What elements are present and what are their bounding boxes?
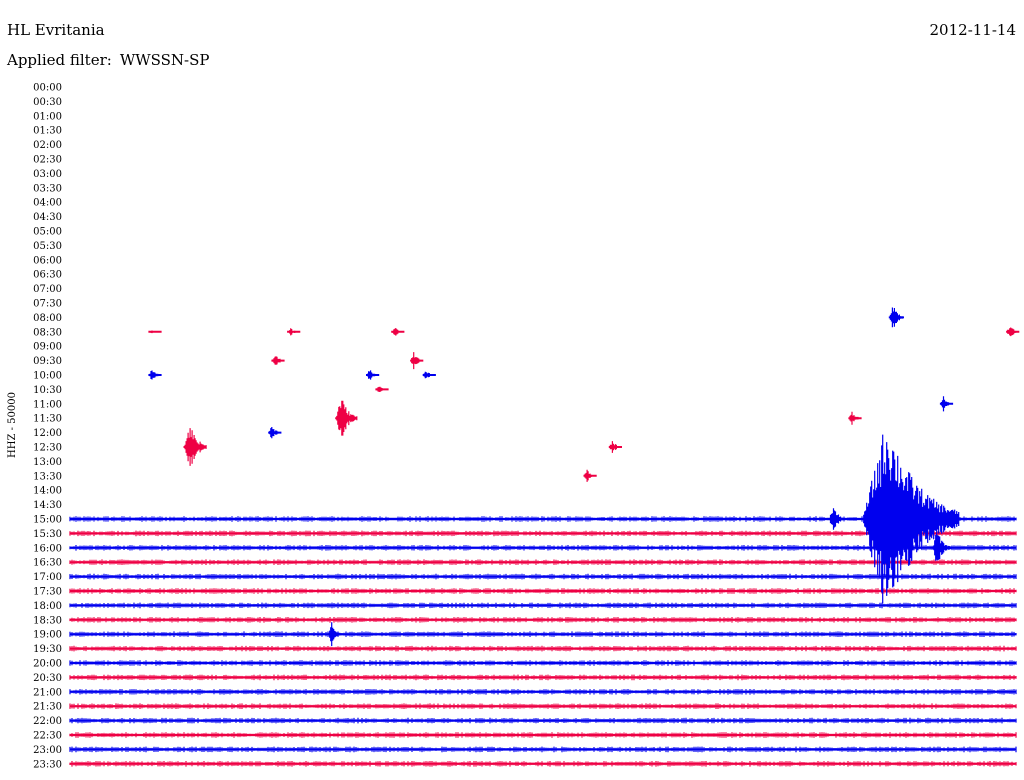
seismic-event	[1006, 327, 1020, 337]
time-tick-label: 10:30	[33, 385, 62, 396]
time-tick-label: 20:00	[33, 659, 62, 670]
time-tick-label: 20:30	[33, 673, 62, 684]
time-tick-label: 13:30	[33, 471, 62, 482]
event-marks	[148, 307, 1020, 647]
seismic-event	[183, 428, 207, 466]
time-tick-label: 14:00	[33, 486, 62, 497]
station-name: HL Evritania	[7, 21, 105, 39]
seismic-event	[271, 356, 285, 365]
time-tick-label: 18:30	[33, 615, 62, 626]
time-tick-label: 17:00	[33, 572, 62, 583]
time-tick-label: 02:30	[33, 155, 62, 166]
time-tick-label: 16:00	[33, 543, 62, 554]
time-tick-label: 22:00	[33, 716, 62, 727]
seismic-event	[862, 434, 960, 604]
filter-line: Applied filter: WWSSN-SP	[7, 50, 210, 70]
time-tick-label: 02:00	[33, 140, 62, 151]
time-tick-label: 09:30	[33, 356, 62, 367]
time-tick-label: 04:30	[33, 212, 62, 223]
time-tick-label: 19:00	[33, 630, 62, 641]
time-tick-label: 12:30	[33, 443, 62, 454]
seismic-event	[287, 328, 301, 336]
time-tick-label: 17:30	[33, 587, 62, 598]
seismic-event	[148, 370, 162, 380]
time-tick-label: 07:00	[33, 284, 62, 295]
time-tick-label: 15:30	[33, 529, 62, 540]
seismic-event	[335, 400, 358, 436]
seismic-event	[939, 396, 954, 412]
time-tick-label: 12:00	[33, 428, 62, 439]
time-tick-label: 05:00	[33, 227, 62, 238]
filter-label: Applied filter:	[7, 51, 112, 69]
date-label: 2012-11-14	[929, 21, 1016, 39]
time-tick-label: 06:30	[33, 270, 62, 281]
time-tick-label: 06:00	[33, 255, 62, 266]
time-tick-label: 21:30	[33, 702, 62, 713]
time-tick-label: 22:30	[33, 731, 62, 742]
seismic-event	[366, 370, 380, 380]
time-tick-label: 11:00	[33, 399, 62, 410]
time-tick-label: 04:00	[33, 198, 62, 209]
seismic-event	[828, 508, 845, 530]
seismic-event	[410, 352, 424, 370]
time-tick-label: 15:00	[33, 515, 62, 526]
time-tick-label: 08:00	[33, 313, 62, 324]
time-tick-label: 23:30	[33, 759, 62, 770]
time-tick-label: 11:30	[33, 414, 62, 425]
filter-value: WWSSN-SP	[119, 51, 210, 69]
time-tick-label: 14:30	[33, 500, 62, 511]
seismic-event	[932, 534, 952, 561]
time-tick-label: 10:00	[33, 371, 62, 382]
time-tick-label: 19:30	[33, 644, 62, 655]
seismic-event	[148, 330, 162, 334]
seismic-event	[888, 307, 904, 328]
time-tick-label: 21:00	[33, 687, 62, 698]
time-tick-label: 16:30	[33, 558, 62, 569]
seismic-event	[328, 622, 342, 647]
seismic-event	[422, 371, 436, 379]
time-tick-label: 00:00	[33, 83, 62, 94]
seismic-event	[608, 441, 622, 453]
y-axis-label: HHZ - 50000	[7, 392, 18, 458]
time-tick-label: 23:00	[33, 745, 62, 756]
seismic-event	[391, 328, 405, 336]
time-tick-label: 01:30	[33, 126, 62, 137]
time-tick-label: 08:30	[33, 327, 62, 338]
time-tick-label: 05:30	[33, 241, 62, 252]
seismic-event	[375, 386, 389, 392]
time-tick-label: 07:30	[33, 299, 62, 310]
time-tick-labels: 00:00 00:30 01:00 01:30 02:00 02:30 03:00 03:30…	[33, 83, 62, 771]
time-tick-label: 03:00	[33, 169, 62, 180]
trace-rows	[69, 516, 1017, 767]
time-tick-label: 09:00	[33, 342, 62, 353]
time-tick-label: 00:30	[33, 97, 62, 108]
time-tick-label: 13:00	[33, 457, 62, 468]
seismic-event	[583, 469, 597, 482]
time-tick-label: 18:00	[33, 601, 62, 612]
seismic-event	[268, 427, 282, 439]
time-tick-label: 01:00	[33, 111, 62, 122]
seismic-event	[848, 411, 862, 425]
time-tick-label: 03:30	[33, 183, 62, 194]
